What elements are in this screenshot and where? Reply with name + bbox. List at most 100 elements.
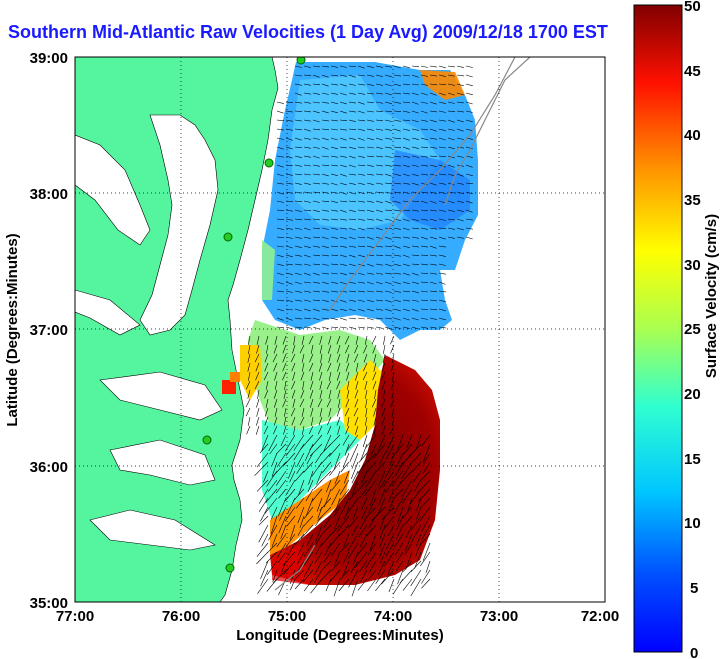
velocity-arrow bbox=[348, 119, 356, 122]
velocity-arrow bbox=[411, 227, 420, 230]
velocity-arrow bbox=[456, 236, 464, 239]
velocity-arrow bbox=[330, 290, 338, 293]
velocity-arrow bbox=[399, 452, 413, 468]
velocity-arrow bbox=[402, 290, 410, 293]
velocity-arrow bbox=[319, 344, 323, 354]
velocity-arrow bbox=[411, 254, 420, 256]
velocity-arrow bbox=[393, 281, 401, 285]
velocity-arrow bbox=[456, 83, 464, 87]
velocity-arrow bbox=[410, 569, 422, 587]
velocity-arrow bbox=[280, 524, 287, 539]
velocity-arrow bbox=[312, 191, 321, 193]
velocity-arrow bbox=[276, 263, 284, 266]
velocity-arrow bbox=[285, 137, 293, 141]
velocity-arrow bbox=[365, 434, 377, 449]
velocity-arrow bbox=[293, 443, 305, 461]
velocity-arrow bbox=[357, 326, 365, 329]
velocity-arrow bbox=[256, 344, 260, 354]
y-tick: 36:00 bbox=[30, 459, 68, 476]
velocity-arrow bbox=[402, 326, 410, 329]
velocity-arrow bbox=[375, 227, 383, 231]
velocity-arrow bbox=[285, 281, 293, 285]
velocity-arrow bbox=[429, 290, 438, 293]
velocity-arrow bbox=[367, 542, 377, 556]
velocity-arrow bbox=[274, 407, 278, 417]
velocity-arrow bbox=[353, 407, 359, 417]
velocity-arrow bbox=[328, 353, 332, 363]
velocity-arrow bbox=[402, 263, 410, 267]
velocity-arrow bbox=[411, 200, 420, 202]
velocity-arrow bbox=[307, 479, 314, 493]
velocity-arrow bbox=[340, 461, 350, 473]
hf-radar-stations bbox=[202, 57, 306, 573]
velocity-arrow bbox=[375, 578, 386, 591]
velocity-arrow bbox=[306, 452, 314, 465]
velocity-arrow bbox=[349, 443, 359, 462]
velocity-arrow bbox=[421, 515, 431, 532]
velocity-arrow bbox=[330, 218, 338, 221]
velocity-arrow bbox=[429, 263, 437, 266]
velocity-arrow bbox=[265, 488, 278, 503]
velocity-arrow bbox=[366, 308, 374, 312]
velocity-arrow bbox=[368, 569, 377, 581]
velocity-arrow bbox=[384, 182, 393, 185]
velocity-arrow bbox=[321, 164, 330, 166]
velocity-arrow bbox=[286, 515, 296, 527]
velocity-arrow bbox=[438, 173, 446, 176]
velocity-arrow bbox=[393, 299, 401, 302]
velocity-arrow bbox=[411, 128, 419, 131]
velocity-arrow bbox=[438, 101, 446, 104]
velocity-arrow bbox=[420, 200, 428, 204]
velocity-arrow bbox=[285, 263, 293, 266]
velocity-arrow bbox=[346, 389, 350, 399]
velocity-arrow bbox=[282, 371, 287, 381]
velocity-arrow bbox=[339, 137, 347, 141]
velocity-arrow bbox=[295, 569, 305, 580]
velocity-arrow bbox=[351, 479, 359, 496]
velocity-arrow bbox=[373, 425, 377, 435]
velocity-arrow bbox=[384, 209, 393, 211]
velocity-arrow bbox=[339, 74, 347, 77]
velocity-arrow bbox=[447, 74, 455, 77]
velocity-arrow bbox=[312, 272, 320, 276]
colorbar-ticks: 50 45 40 35 30 25 20 15 10 5 0 bbox=[684, 0, 701, 659]
velocity-arrow bbox=[429, 119, 437, 123]
velocity-arrow bbox=[365, 470, 377, 488]
colorbar-tick: 15 bbox=[684, 451, 701, 468]
velocity-arrow bbox=[438, 326, 446, 329]
velocity-arrow bbox=[447, 119, 455, 123]
velocity-arrow bbox=[275, 470, 287, 486]
velocity-arrow bbox=[312, 128, 321, 131]
velocity-arrow bbox=[367, 578, 377, 592]
velocity-arrow bbox=[375, 290, 383, 293]
velocity-arrow bbox=[310, 578, 323, 594]
velocity-arrow bbox=[411, 182, 419, 186]
velocity-arrow bbox=[383, 344, 386, 354]
velocity-arrow bbox=[362, 434, 368, 448]
velocity-arrow bbox=[301, 362, 305, 372]
velocity-arrow bbox=[346, 371, 350, 381]
velocity-arrow bbox=[314, 560, 323, 575]
velocity-arrow bbox=[395, 560, 404, 572]
velocity-arrow bbox=[381, 380, 386, 390]
velocity-arrow bbox=[357, 173, 365, 176]
velocity-arrow bbox=[348, 182, 356, 185]
velocity-arrow bbox=[390, 398, 395, 408]
velocity-arrow bbox=[329, 569, 341, 583]
velocity-arrow bbox=[303, 83, 311, 86]
velocity-arrow bbox=[420, 290, 428, 293]
velocity-arrow bbox=[456, 200, 464, 203]
velocity-arrow bbox=[393, 308, 401, 312]
velocity-arrow bbox=[348, 173, 356, 176]
velocity-arrow bbox=[357, 281, 365, 284]
velocity-arrow bbox=[357, 236, 366, 239]
velocity-arrow bbox=[420, 254, 429, 256]
velocity-arrow bbox=[344, 335, 350, 345]
velocity-arrow bbox=[329, 524, 341, 536]
velocity-arrow bbox=[294, 155, 302, 158]
velocity-arrow bbox=[366, 272, 374, 275]
velocity-arrow bbox=[384, 191, 392, 194]
velocity-arrow bbox=[384, 326, 392, 330]
colorbar bbox=[633, 4, 683, 653]
velocity-arrow bbox=[312, 83, 321, 86]
